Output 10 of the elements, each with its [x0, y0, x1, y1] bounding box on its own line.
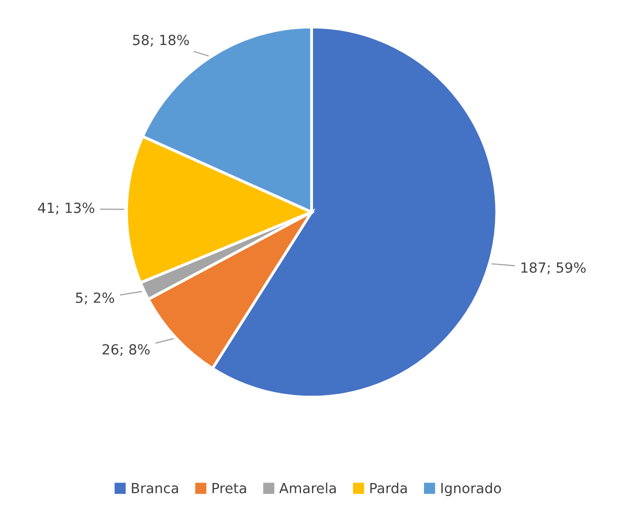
legend-label: Branca — [132, 483, 178, 494]
data-label: 58; 18% — [133, 34, 189, 47]
legend-label: Parda — [370, 482, 407, 494]
legend-label: Amarela — [279, 482, 336, 494]
data-label: 187; 59% — [521, 262, 586, 274]
data-label: 26; 8% — [102, 344, 150, 356]
legend-label: Ignorado — [441, 482, 501, 496]
data-label: 41; 13% — [38, 202, 94, 214]
data-label: 5; 2% — [76, 292, 114, 304]
legend-label: Preta — [212, 483, 246, 494]
